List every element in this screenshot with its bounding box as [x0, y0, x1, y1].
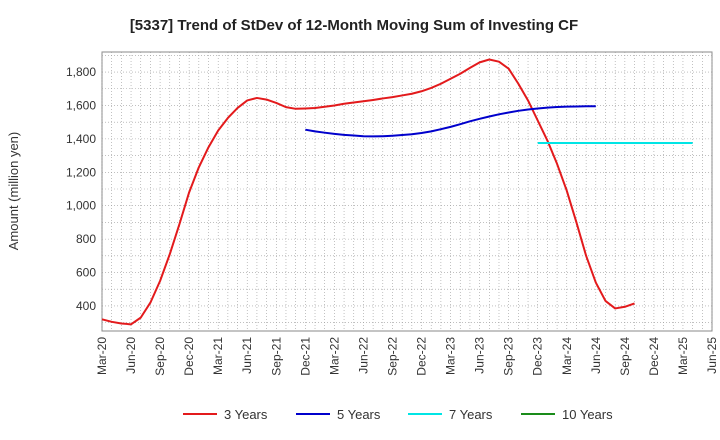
y-tick-label: 1,600 [66, 98, 96, 112]
plot-border [101, 51, 713, 332]
x-tick-label: Sep-22 [385, 337, 399, 376]
legend-label: 10 Years [562, 407, 613, 422]
x-tick-label: Sep-21 [269, 337, 283, 376]
x-tick-label: Jun-20 [124, 337, 138, 374]
x-tick-label: Mar-21 [211, 337, 225, 375]
y-tick-label: 800 [76, 232, 96, 246]
x-tick-label: Sep-24 [618, 337, 632, 376]
series-line-3-years [101, 58, 635, 326]
x-tick-label: Dec-23 [531, 337, 545, 376]
legend-label: 7 Years [449, 407, 493, 422]
legend: 3 Years 5 Years 7 Years 10 Years [183, 407, 613, 422]
x-tick-label: Mar-22 [327, 337, 341, 375]
x-tick-label: Jun-22 [356, 337, 370, 374]
x-tick-label: Jun-24 [589, 337, 603, 374]
x-tick-label: Dec-24 [647, 337, 661, 376]
x-tick-label: Mar-25 [676, 337, 690, 375]
y-tick-label: 1,800 [66, 65, 96, 79]
x-tick-label: Jun-21 [240, 337, 254, 374]
x-tick-label: Dec-21 [298, 337, 312, 376]
y-tick-label: 400 [76, 299, 96, 313]
x-tick-label: Mar-20 [95, 337, 109, 375]
series-line-5-years [305, 105, 596, 138]
y-tick-label: 1,200 [66, 165, 96, 179]
x-tick-label: Dec-20 [182, 337, 196, 376]
y-tick-label: 1,000 [66, 199, 96, 213]
x-tick-label: Jun-25 [705, 337, 719, 374]
x-tick-label: Sep-23 [502, 337, 516, 376]
x-tick-label: Mar-24 [560, 337, 574, 375]
y-tick-label: 600 [76, 266, 96, 280]
x-tick-label: Jun-23 [473, 337, 487, 374]
legend-label: 3 Years [224, 407, 268, 422]
y-axis-label: Amount (million yen) [6, 132, 21, 251]
y-tick-label: 1,400 [66, 132, 96, 146]
x-tick-label: Mar-23 [444, 337, 458, 375]
plot-area: 400 600 800 1,000 1,200 1,400 1,600 1,800 Mar-20… [66, 51, 719, 376]
x-tick-label: Sep-20 [153, 337, 167, 376]
chart-title: [5337] Trend of StDev of 12-Month Moving… [130, 17, 578, 34]
x-tick-label: Dec-22 [415, 337, 429, 376]
legend-label: 5 Years [337, 407, 381, 422]
